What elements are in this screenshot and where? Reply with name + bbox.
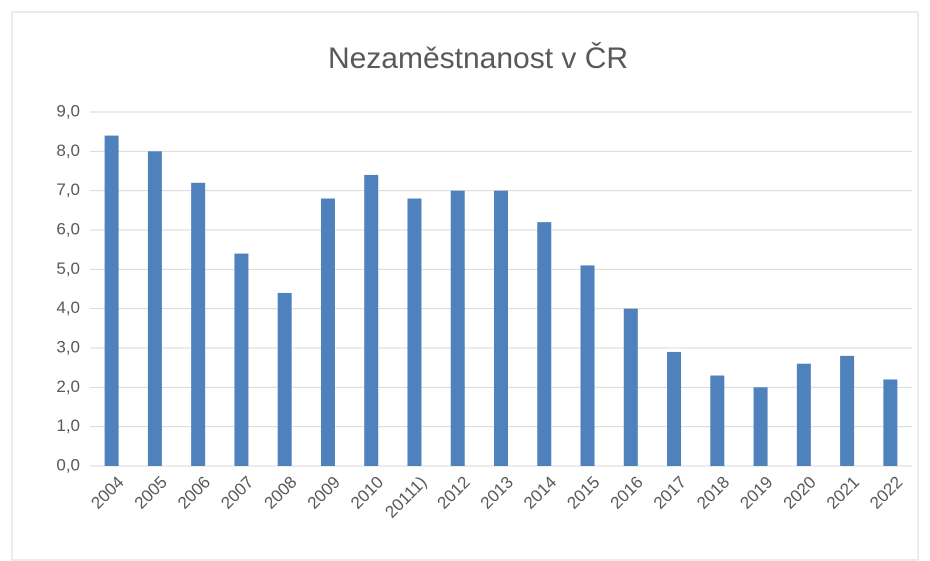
y-tick-label: 1,0 <box>56 416 80 435</box>
bar <box>580 265 595 466</box>
bar <box>407 198 422 467</box>
chart-frame <box>11 11 919 561</box>
bar <box>623 308 638 466</box>
y-tick-label: 2,0 <box>56 377 80 396</box>
y-tick-label: 7,0 <box>56 180 80 199</box>
bar <box>710 375 725 466</box>
bar <box>104 135 119 466</box>
bar <box>320 198 335 467</box>
y-tick-label: 0,0 <box>56 455 80 474</box>
bar <box>191 182 206 467</box>
y-tick-label: 8,0 <box>56 141 80 160</box>
bar <box>796 363 811 466</box>
y-tick-label: 9,0 <box>56 101 80 120</box>
bar <box>277 292 292 466</box>
y-tick-label: 4,0 <box>56 298 80 317</box>
bar <box>147 151 162 467</box>
bar <box>494 190 508 466</box>
bar <box>753 387 768 466</box>
y-tick-label: 5,0 <box>56 259 80 278</box>
bar <box>234 253 249 466</box>
bar <box>667 351 682 466</box>
chart-title: Nezaměstnanost v ČR <box>328 41 628 75</box>
bar <box>537 222 552 466</box>
y-tick-label: 3,0 <box>56 337 80 356</box>
y-tick-label: 6,0 <box>56 219 80 238</box>
bar <box>450 190 465 466</box>
bar <box>883 379 898 466</box>
bar <box>840 355 855 466</box>
bar <box>364 174 379 466</box>
